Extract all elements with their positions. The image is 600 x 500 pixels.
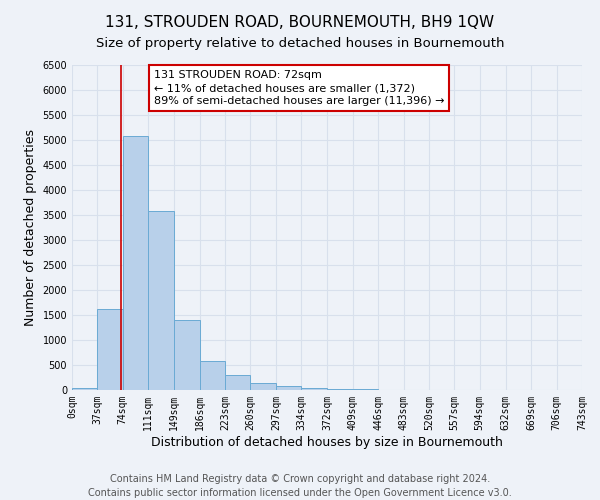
Bar bbox=[225, 375, 250, 390]
Bar bbox=[353, 389, 378, 390]
Bar bbox=[328, 388, 353, 390]
Text: 131, STROUDEN ROAD, BOURNEMOUTH, BH9 1QW: 131, STROUDEN ROAD, BOURNEMOUTH, BH9 1QW bbox=[106, 15, 494, 30]
Y-axis label: Number of detached properties: Number of detached properties bbox=[24, 129, 37, 326]
Bar bbox=[250, 383, 276, 390]
Text: Contains HM Land Registry data © Crown copyright and database right 2024.
Contai: Contains HM Land Registry data © Crown c… bbox=[88, 474, 512, 498]
Text: 131 STROUDEN ROAD: 72sqm
← 11% of detached houses are smaller (1,372)
89% of sem: 131 STROUDEN ROAD: 72sqm ← 11% of detach… bbox=[154, 70, 444, 106]
Bar bbox=[97, 309, 123, 390]
Text: Size of property relative to detached houses in Bournemouth: Size of property relative to detached ho… bbox=[96, 38, 504, 51]
Bar bbox=[301, 388, 328, 390]
Bar bbox=[276, 386, 301, 390]
Bar bbox=[200, 360, 225, 390]
X-axis label: Distribution of detached houses by size in Bournemouth: Distribution of detached houses by size … bbox=[151, 436, 503, 448]
Bar bbox=[72, 388, 97, 390]
Bar bbox=[123, 136, 148, 390]
Bar bbox=[174, 320, 200, 390]
Bar bbox=[148, 211, 174, 390]
